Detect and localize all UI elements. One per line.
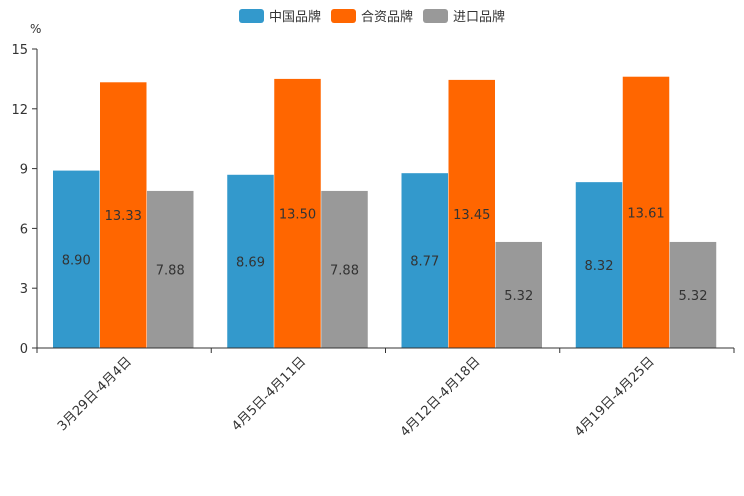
legend-swatch bbox=[423, 9, 449, 23]
x-tick-label: 4月5日-4月11日 bbox=[229, 354, 309, 434]
bar bbox=[321, 190, 368, 348]
y-tick-label: 15 bbox=[11, 43, 28, 58]
data-label: 13.61 bbox=[627, 206, 664, 221]
x-tick-label: 3月29日-4月4日 bbox=[55, 354, 135, 434]
legend-label: 进口品牌 bbox=[453, 9, 505, 25]
bar-group bbox=[53, 76, 717, 349]
bar bbox=[100, 82, 147, 348]
data-label: 7.88 bbox=[330, 263, 359, 278]
bar bbox=[274, 78, 321, 349]
data-label: 5.32 bbox=[679, 289, 708, 304]
x-tick-label: 4月19日-4月25日 bbox=[572, 354, 658, 440]
bar bbox=[448, 79, 495, 348]
bar bbox=[227, 174, 274, 348]
data-label: 13.50 bbox=[279, 207, 316, 222]
legend-swatch bbox=[238, 9, 264, 23]
bar bbox=[495, 241, 542, 348]
bar bbox=[622, 76, 670, 348]
x-axis: 3月29日-4月4日 4月5日-4月11日 4月12日-4月18日 4月19日-4月2… bbox=[36, 347, 735, 440]
data-label: 13.33 bbox=[105, 209, 142, 224]
bar bbox=[669, 241, 717, 348]
y-axis-unit: % bbox=[30, 22, 41, 36]
data-label: 13.45 bbox=[453, 208, 490, 223]
bar bbox=[575, 182, 623, 348]
data-label: 7.88 bbox=[156, 263, 185, 278]
data-label: 8.90 bbox=[62, 253, 91, 268]
data-label: 8.32 bbox=[585, 259, 614, 274]
data-labels: 8.90 13.33 7.88 8.69 13.50 7.88 8.77 13.45 5.32 8… bbox=[62, 206, 708, 304]
y-tick-label: 0 bbox=[20, 342, 28, 357]
legend-label: 合资品牌 bbox=[361, 9, 413, 25]
bar bbox=[401, 173, 448, 348]
y-tick-label: 6 bbox=[20, 222, 28, 237]
y-tick-label: 12 bbox=[11, 103, 28, 118]
data-label: 8.77 bbox=[410, 255, 439, 270]
y-axis: 0 3 6 9 12 15 bbox=[11, 43, 38, 357]
y-tick-label: 3 bbox=[20, 282, 28, 297]
bar bbox=[53, 170, 100, 348]
bar bbox=[147, 190, 194, 348]
x-tick-label: 4月12日-4月18日 bbox=[398, 354, 484, 440]
legend: 中国品牌 合资品牌 进口品牌 bbox=[238, 9, 505, 25]
legend-label: 中国品牌 bbox=[269, 9, 321, 25]
data-label: 5.32 bbox=[504, 289, 533, 304]
y-tick-label: 9 bbox=[20, 163, 28, 178]
data-label: 8.69 bbox=[236, 255, 265, 270]
legend-swatch bbox=[330, 9, 356, 23]
